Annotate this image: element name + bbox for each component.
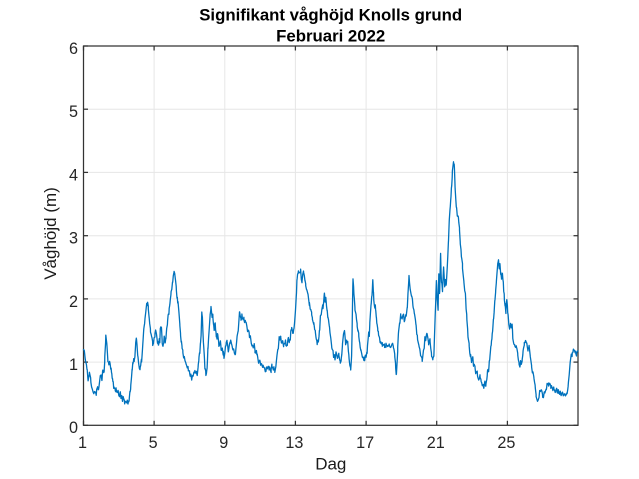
- svg-text:3: 3: [69, 230, 78, 248]
- svg-text:5: 5: [149, 434, 158, 452]
- svg-text:13: 13: [285, 434, 303, 452]
- svg-text:Signifikant våghöjd Knolls gru: Signifikant våghöjd Knolls grund: [199, 6, 462, 25]
- svg-text:1: 1: [78, 434, 87, 452]
- svg-text:17: 17: [356, 434, 374, 452]
- svg-text:Dag: Dag: [315, 455, 346, 474]
- svg-text:6: 6: [69, 40, 78, 58]
- svg-text:25: 25: [497, 434, 515, 452]
- svg-text:5: 5: [69, 103, 78, 121]
- svg-text:Våghöjd (m): Våghöjd (m): [41, 187, 60, 280]
- svg-text:9: 9: [219, 434, 228, 452]
- svg-text:2: 2: [69, 293, 78, 311]
- svg-text:4: 4: [69, 166, 78, 184]
- svg-text:1: 1: [69, 356, 78, 374]
- svg-text:21: 21: [427, 434, 445, 452]
- svg-text:0: 0: [69, 419, 78, 437]
- svg-text:Februari 2022: Februari 2022: [276, 26, 385, 45]
